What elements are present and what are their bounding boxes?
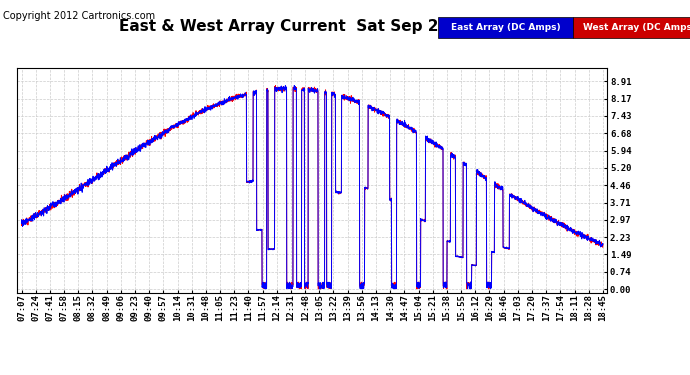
Text: Copyright 2012 Cartronics.com: Copyright 2012 Cartronics.com (3, 11, 155, 21)
Text: East & West Array Current  Sat Sep 22  18:49: East & West Array Current Sat Sep 22 18:… (119, 19, 509, 34)
Text: East Array (DC Amps): East Array (DC Amps) (451, 22, 560, 32)
Text: West Array (DC Amps): West Array (DC Amps) (584, 22, 690, 32)
